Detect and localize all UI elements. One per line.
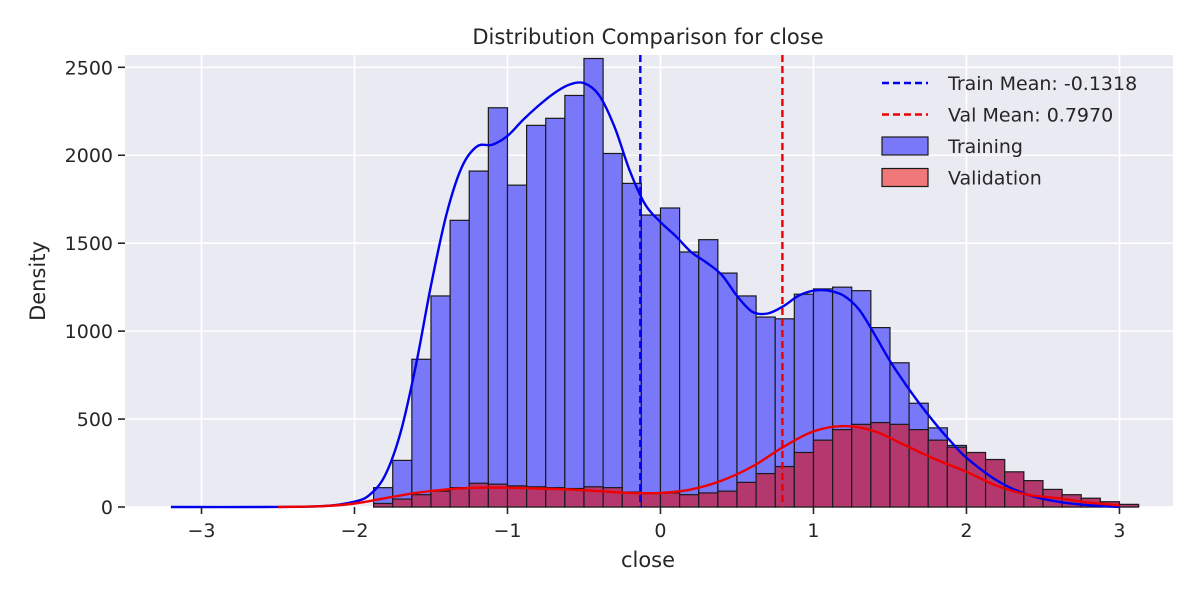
training-bar [411,358,432,508]
y-tick-label: 1000 [65,321,113,343]
x-axis-label: close [621,548,675,572]
training-bar [640,214,662,508]
legend-patch-swatch [881,136,929,156]
validation-bar [812,439,834,508]
y-tick-label: 1500 [65,233,113,255]
training-bar [736,295,757,508]
validation-bar [774,465,795,508]
training-bar [564,94,585,508]
validation-bar [373,502,394,508]
legend-patch-swatch [881,167,929,188]
y-tick-label: 2000 [65,145,113,167]
validation-bar [793,451,815,508]
y-axis-label: Density [26,241,50,321]
validation-bar [392,498,413,508]
validation-bar [564,487,585,508]
kde-curves [170,81,1120,509]
legend-label: Train Mean: -0.1318 [947,73,1137,95]
training-bar [602,152,623,508]
legend-label: Validation [948,168,1042,190]
y-tick-label: 0 [101,497,113,519]
validation-bar [545,487,566,508]
training-bar [506,184,528,508]
training-bar [678,251,700,508]
validation-bar [755,472,776,508]
validation-bar [640,492,662,508]
validation-bar [927,439,948,508]
validation-bar [889,423,910,508]
training-bar [659,207,681,508]
training-bar [621,182,642,508]
legend: Train Mean: -0.1318 Val Mean: 0.7970 Train… [881,73,1137,190]
x-tick-label: 1 [807,520,819,542]
validation-bar [851,423,872,508]
validation-bar [659,492,681,508]
y-tick-label: 2500 [65,57,113,79]
x-tick-label: −2 [340,520,368,542]
x-tick-label: 3 [1113,520,1125,542]
chart-title: Distribution Comparison for close [472,25,823,49]
x-tick-label: −1 [493,520,521,542]
validation-kde-line [277,424,1120,509]
x-tick-label: 0 [654,520,666,542]
validation-bar [449,487,470,508]
training-bar [717,272,738,508]
x-tick-label: −3 [187,520,215,542]
training-bar [468,170,489,508]
mean-lines [639,55,784,507]
training-bar [449,219,470,508]
x-tick-label: 2 [960,520,972,542]
validation-bar [411,494,432,508]
legend-label: Val Mean: 0.7970 [948,105,1113,127]
validation-bar [831,429,853,508]
histogram-bars [373,57,1140,508]
validation-bar [698,492,719,508]
validation-bar [736,481,757,508]
training-bar [583,57,604,508]
training-bar [698,239,719,508]
legend-label: Training [947,136,1023,158]
validation-bar [430,490,451,508]
y-tick-label: 500 [77,409,113,431]
training-bar [526,124,547,508]
training-bar [545,117,566,508]
validation-bar [1118,503,1140,508]
training-bar [430,295,451,508]
validation-bar [717,490,738,508]
training-bar [487,107,509,508]
training-kde-line [170,81,1120,509]
validation-bar [908,429,929,508]
axes: −3 −2 −1 0 1 2 3 0 500 1000 1500 2000 2500 [65,57,1126,542]
validation-bar [678,494,700,508]
